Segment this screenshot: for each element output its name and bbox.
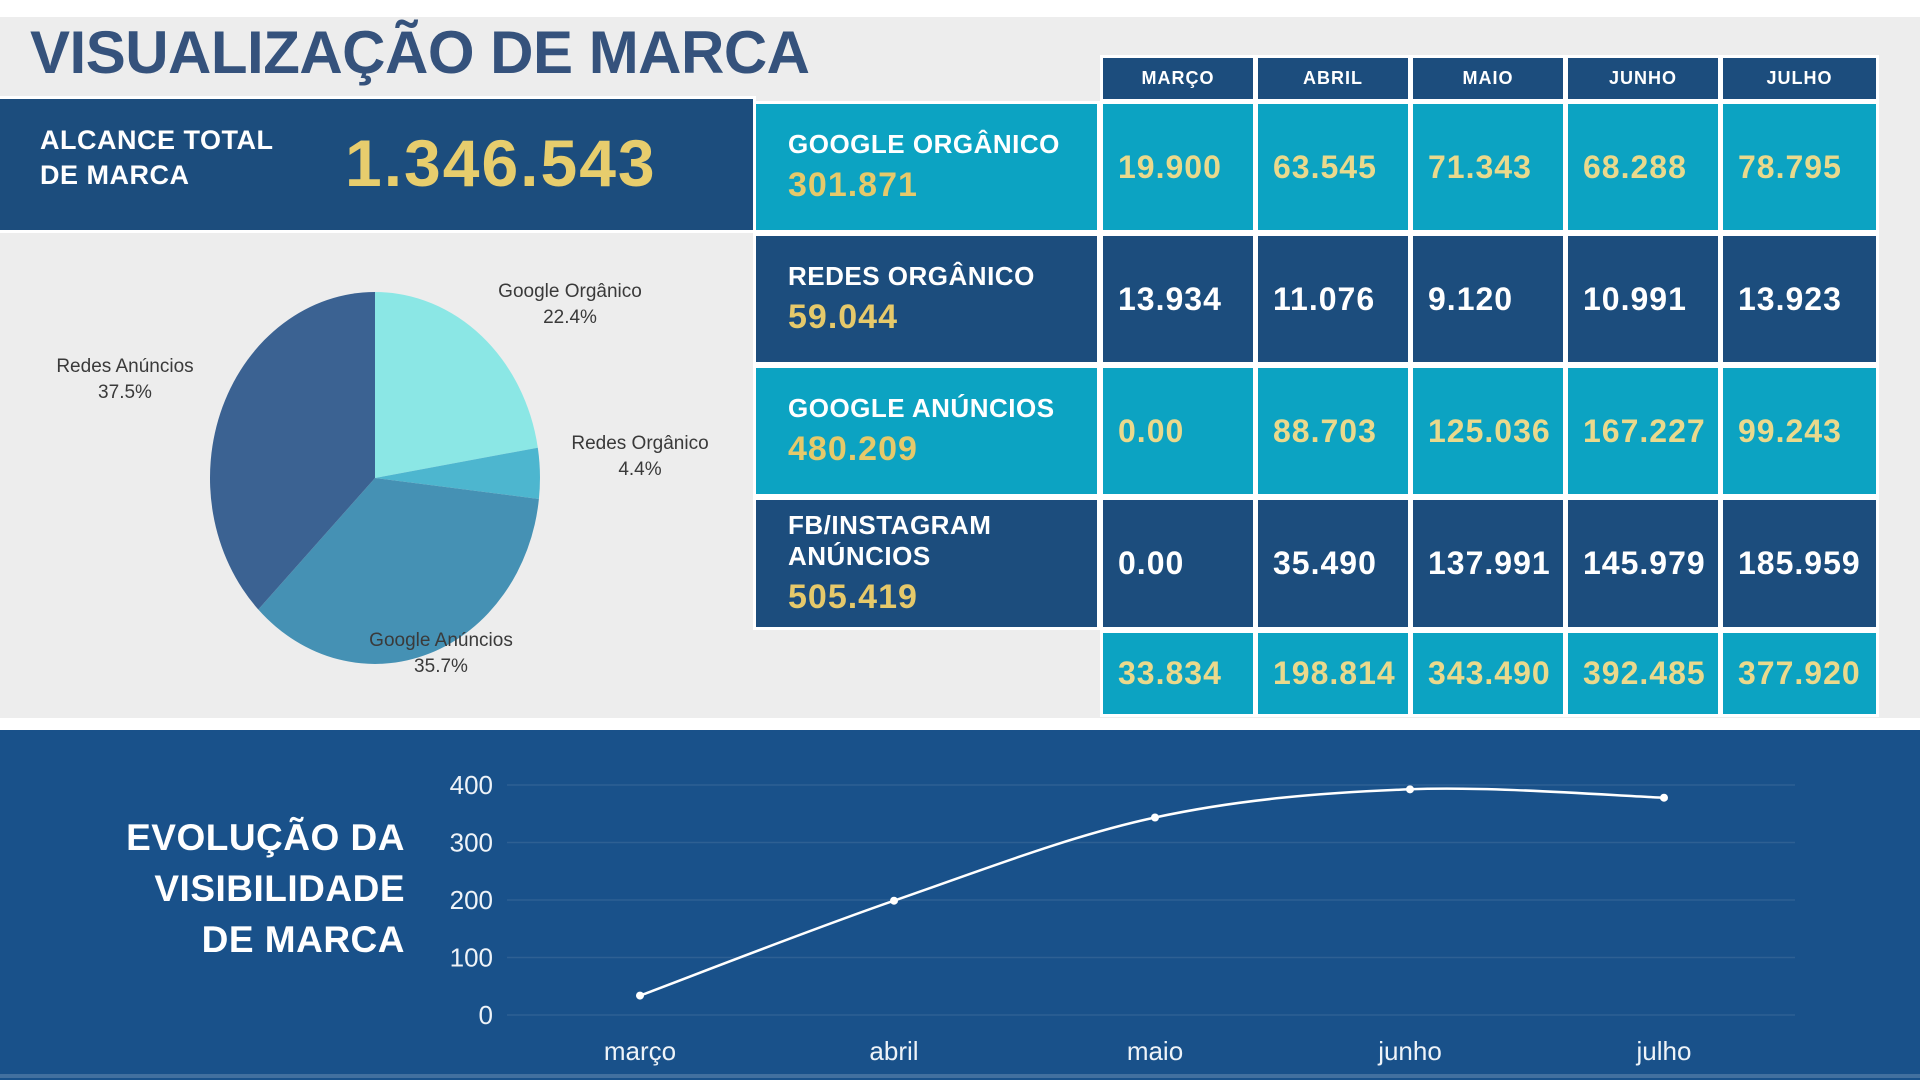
evolution-title: EVOLUÇÃO DA VISIBILIDADE DE MARCA [126, 812, 405, 965]
table-value-cell: 9.120 [1413, 236, 1563, 362]
pie-slice-name: Google Anúncios [369, 630, 513, 651]
table-header-cell: MARÇO [1103, 58, 1253, 99]
table-value-cell: 185.959 [1723, 500, 1876, 627]
pie-slice-redes-org-nico [375, 447, 540, 499]
table-total-cell: 343.490 [1413, 633, 1563, 714]
table-total-cell: 392.485 [1568, 633, 1718, 714]
panel-bottom-edge [0, 1074, 1920, 1078]
table-header-cell: ABRIL [1258, 58, 1408, 99]
pie-slice-percent: 22.4% [543, 307, 597, 328]
table-row-label: GOOGLE ANÚNCIOS 480.209 [756, 368, 1097, 494]
pie-slice-percent: 37.5% [98, 382, 152, 403]
evolution-title-line: DE MARCA [201, 919, 405, 960]
table-value-cell: 137.991 [1413, 500, 1563, 627]
table-value-cell: 167.227 [1568, 368, 1718, 494]
table-value-cell: 11.076 [1258, 236, 1408, 362]
table-total-cell: 198.814 [1258, 633, 1408, 714]
row-total: 59.044 [788, 298, 898, 336]
y-tick-label: 200 [450, 885, 493, 915]
x-tick-label: abril [869, 1036, 918, 1066]
pie-chart [209, 292, 540, 664]
x-tick-label: junho [1377, 1036, 1442, 1066]
total-reach-label: ALCANCE TOTAL DE MARCA [40, 123, 273, 193]
section-divider-strip [0, 718, 1920, 730]
row-name: FB/INSTAGRAM ANÚNCIOS [788, 510, 992, 571]
total-reach-label-line2: DE MARCA [40, 160, 190, 190]
table-value-cell: 13.923 [1723, 236, 1876, 362]
evolution-title-line: VISIBILIDADE [154, 868, 405, 909]
table-value-cell: 0.00 [1103, 368, 1253, 494]
table-value-cell: 68.288 [1568, 104, 1718, 230]
table-header-cell: JUNHO [1568, 58, 1718, 99]
table-value-cell: 35.490 [1258, 500, 1408, 627]
evolution-title-line: EVOLUÇÃO DA [126, 817, 405, 858]
table-value-cell: 13.934 [1103, 236, 1253, 362]
table-row-label: FB/INSTAGRAM ANÚNCIOS 505.419 [756, 500, 1097, 627]
x-tick-label: março [604, 1036, 676, 1066]
data-point-marker [1660, 793, 1668, 802]
line-chart: 400 300 200 100 0 março abril maio junho julho [0, 770, 1920, 1078]
pie-slice-redes-an-ncios [209, 292, 375, 610]
data-point-marker [636, 991, 644, 1000]
pie-slice-google-an-ncios [258, 478, 539, 664]
table-header-cell: MAIO [1413, 58, 1563, 99]
pie-slice-google-org-nico [375, 292, 538, 478]
x-tick-label: julho [1636, 1036, 1692, 1066]
row-name: GOOGLE ANÚNCIOS [788, 393, 1055, 423]
table-value-cell: 71.343 [1413, 104, 1563, 230]
y-tick-label: 300 [450, 828, 493, 858]
data-point-marker [1406, 785, 1414, 794]
table-value-cell: 10.991 [1568, 236, 1718, 362]
row-total: 301.871 [788, 166, 918, 204]
pie-slice-name: Google Orgânico [498, 281, 642, 302]
pie-slice-percent: 4.4% [618, 459, 662, 480]
table-total-cell: 33.834 [1103, 633, 1253, 714]
total-reach-banner: ALCANCE TOTAL DE MARCA 1.346.543 [0, 99, 753, 230]
y-tick-label: 400 [450, 770, 493, 800]
pie-slice-percent: 35.7% [414, 656, 468, 677]
table-value-cell: 99.243 [1723, 368, 1876, 494]
y-tick-label: 100 [450, 943, 493, 973]
row-total: 505.419 [788, 578, 918, 616]
pie-slice-name: Redes Anúncios [56, 356, 194, 377]
table-value-cell: 19.900 [1103, 104, 1253, 230]
data-point-marker [890, 896, 898, 905]
pie-slice-label: Google Anúncios 35.7% [369, 628, 513, 680]
pie-slice-label: Redes Anúncios 37.5% [56, 354, 193, 406]
row-total: 480.209 [788, 430, 918, 468]
row-name: REDES ORGÂNICO [788, 261, 1035, 291]
table-value-cell: 0.00 [1103, 500, 1253, 627]
table-row-label: GOOGLE ORGÂNICO 301.871 [756, 104, 1097, 230]
pie-slice-label: Google Orgânico 22.4% [498, 279, 642, 331]
table-value-cell: 78.795 [1723, 104, 1876, 230]
table-value-cell: 145.979 [1568, 500, 1718, 627]
pie-slice-label: Redes Orgânico 4.4% [571, 431, 708, 483]
table-row-label: REDES ORGÂNICO 59.044 [756, 236, 1097, 362]
y-tick-label: 0 [479, 1000, 493, 1030]
table-header-cell: JULHO [1723, 58, 1876, 99]
table-total-cell: 377.920 [1723, 633, 1876, 714]
evolution-panel [0, 730, 1920, 1080]
total-reach-label-line1: ALCANCE TOTAL [40, 125, 274, 155]
row-name: GOOGLE ORGÂNICO [788, 129, 1060, 159]
x-tick-label: maio [1127, 1036, 1183, 1066]
total-reach-value: 1.346.543 [345, 126, 657, 200]
pie-slice-name: Redes Orgânico [571, 433, 709, 454]
data-point-marker [1151, 813, 1159, 822]
table-value-cell: 88.703 [1258, 368, 1408, 494]
table-value-cell: 63.545 [1258, 104, 1408, 230]
table-value-cell: 125.036 [1413, 368, 1563, 494]
top-white-strip [0, 0, 1920, 17]
page-title: VISUALIZAÇÃO DE MARCA [30, 19, 810, 86]
